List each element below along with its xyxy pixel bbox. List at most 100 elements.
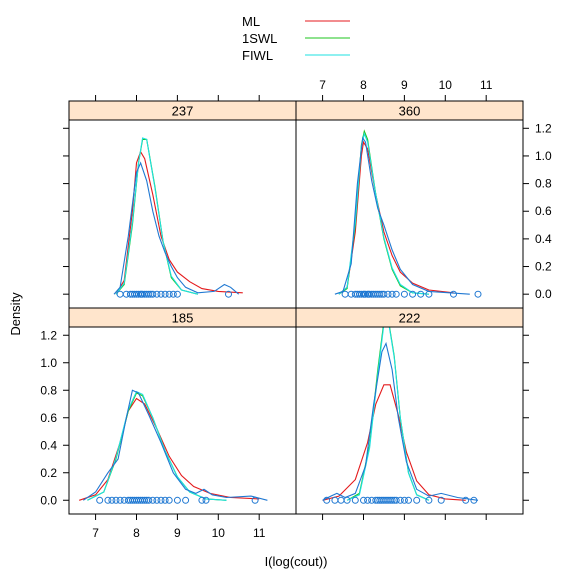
y-tick-label: 0.2	[535, 260, 552, 274]
panel-237: 237	[68, 100, 297, 309]
data-point	[96, 496, 104, 504]
density-curve-237	[113, 161, 240, 295]
data-point	[400, 290, 408, 298]
data-point	[341, 290, 349, 298]
strip-label-222: 222	[399, 311, 421, 326]
data-point	[400, 496, 408, 504]
data-point	[173, 496, 181, 504]
x-tick-label: 9	[174, 526, 181, 540]
data-point	[437, 496, 445, 504]
x-tick-label: 9	[401, 78, 408, 92]
plot-area-360	[334, 129, 482, 298]
y-tick-label: 0.6	[40, 411, 57, 425]
data-point	[470, 496, 478, 504]
y-tick-label: 0.4	[535, 232, 552, 246]
data-point	[351, 496, 359, 504]
legend: ML 1SWL FIWL	[242, 14, 350, 63]
plot-area-237	[113, 137, 243, 298]
data-point	[157, 496, 165, 504]
x-tick-label: 11	[480, 78, 493, 92]
x-tick-label: 7	[92, 526, 99, 540]
data-point	[417, 290, 425, 298]
plot-area-222	[322, 327, 479, 504]
strip-label-360: 360	[399, 104, 421, 119]
x-tick-label: 11	[253, 526, 266, 540]
y-tick-label: 1.0	[40, 356, 57, 370]
plot-area-185	[79, 389, 268, 504]
y-tick-label: 1.2	[535, 121, 552, 135]
data-point	[396, 496, 404, 504]
data-point	[337, 496, 345, 504]
y-tick-label: 0.4	[40, 438, 57, 452]
ml-curve-222	[322, 384, 466, 501]
data-point	[360, 496, 367, 504]
data-point	[388, 496, 396, 504]
data-point	[376, 290, 384, 298]
data-point	[388, 290, 396, 298]
x-axis-label: I(log(cout))	[265, 554, 328, 569]
data-point	[149, 290, 157, 298]
data-point	[323, 496, 331, 504]
data-point	[153, 290, 161, 298]
data-point	[405, 496, 412, 504]
legend-label-1swl: 1SWL	[242, 31, 277, 46]
data-point	[145, 290, 153, 298]
y-tick-label: 0.0	[535, 287, 552, 301]
data-point	[161, 290, 169, 298]
y-tick-label: 0.6	[535, 204, 552, 218]
panel-border-222	[295, 326, 524, 515]
strip-label-185: 185	[172, 311, 194, 326]
data-point	[425, 290, 433, 298]
y-axis-label: Density	[8, 292, 23, 336]
data-point	[364, 496, 372, 504]
panel-360: 360	[295, 100, 524, 309]
ml-curve-237	[115, 150, 243, 295]
data-point	[141, 496, 149, 504]
data-point	[202, 496, 210, 504]
data-point	[225, 290, 232, 298]
data-point	[462, 496, 470, 504]
data-point	[112, 496, 120, 504]
data-point	[251, 496, 259, 504]
data-point	[384, 290, 392, 298]
data-point	[392, 496, 400, 504]
swl-curve-360	[338, 129, 429, 295]
x-tick-label: 10	[439, 78, 453, 92]
x-tick-label: 8	[133, 526, 140, 540]
panels: 237 360 185 222	[68, 100, 524, 515]
x-tick-label: 7	[319, 78, 326, 92]
panel-222: 222	[295, 307, 524, 515]
y-tick-label: 1.2	[40, 328, 57, 342]
data-point	[380, 290, 388, 298]
data-point	[169, 290, 177, 298]
data-point	[165, 496, 173, 504]
fiwl-curve-237	[115, 137, 198, 295]
x-tick-label: 8	[360, 78, 367, 92]
legend-label-fiwl: FIWL	[242, 48, 273, 63]
data-point	[198, 496, 206, 504]
data-point	[331, 496, 339, 504]
fiwl-curve-185	[87, 390, 227, 501]
data-point	[149, 496, 157, 504]
data-point	[108, 496, 116, 504]
data-point	[343, 496, 351, 504]
y-tick-label: 0.2	[40, 466, 57, 480]
strip-label-237: 237	[172, 104, 194, 119]
data-point	[450, 290, 457, 298]
data-point	[153, 496, 161, 504]
y-tick-label: 1.0	[535, 149, 552, 163]
y-tick-label: 0.0	[40, 493, 57, 507]
data-point	[116, 290, 124, 298]
density-curve-360	[334, 136, 470, 295]
fiwl-curve-360	[338, 131, 429, 295]
data-point	[474, 290, 482, 298]
data-point	[165, 290, 173, 298]
fiwl-curve-222	[346, 327, 430, 501]
axes: 7 8 9 10 11 7 8 9 10 11 0.0 0.2 0.4 0.6 0.8 1.0 1.2 0.0 0.…	[40, 78, 552, 540]
data-point	[116, 496, 124, 504]
data-point	[182, 496, 190, 504]
data-point	[392, 290, 400, 298]
data-point	[173, 290, 181, 298]
data-point	[157, 290, 165, 298]
